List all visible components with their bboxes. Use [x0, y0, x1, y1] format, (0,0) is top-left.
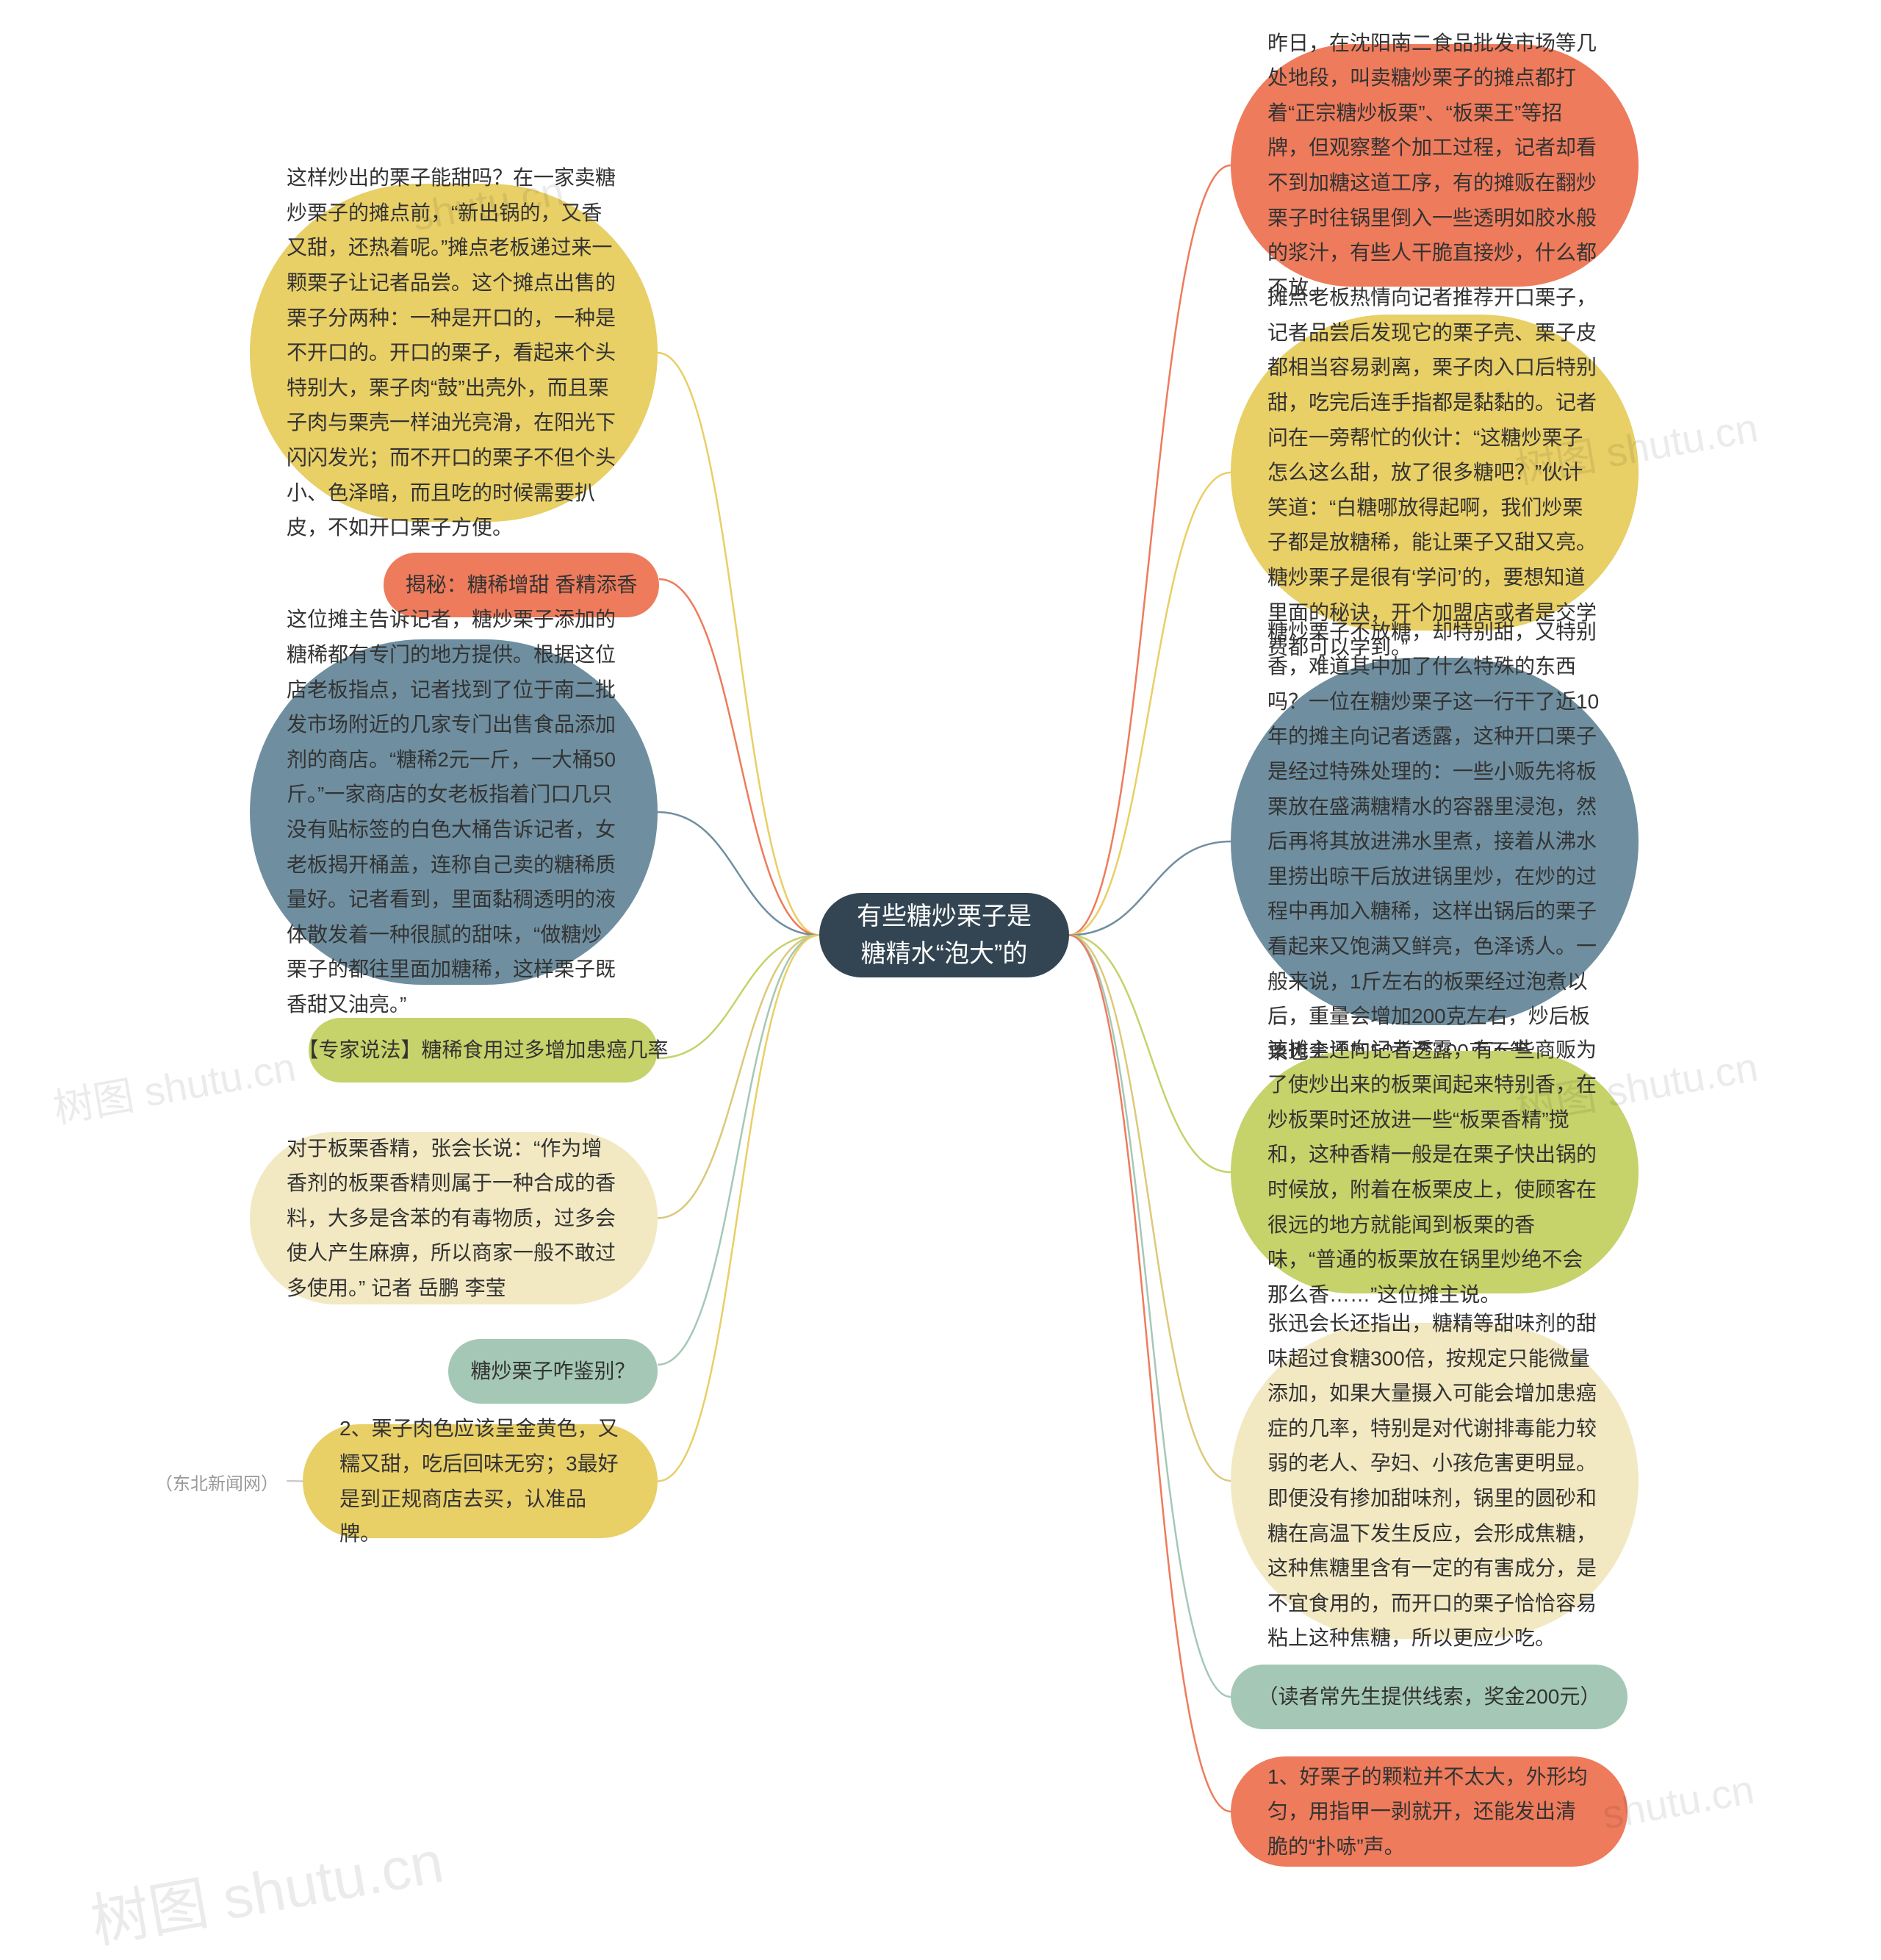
watermark: 树图 shutu.cn [48, 1034, 300, 1135]
mindmap-node-l4: 【专家说法】糖稀食用过多增加患癌几率 [309, 1018, 658, 1083]
mindmap-node-r6: （读者常先生提供线索，奖金200元） [1231, 1665, 1628, 1729]
mindmap-node-r3: 糖炒栗子不放糖，却特别甜，又特别香，难道其中加了什么特殊的东西吗？一位在糖炒栗子… [1231, 658, 1639, 1025]
mindmap-node-label: 2、栗子肉色应该呈金黄色，又糯又甜，吃后回味无穷；3最好是到正规商店去买，认准品… [339, 1411, 621, 1551]
watermark: 树图 shutu.cn [84, 1814, 449, 1960]
mindmap-node-l3: 这位摊主告诉记者，糖炒栗子添加的糖稀都有专门的地方提供。根据这位店老板指点，记者… [250, 639, 658, 985]
mindmap-node-label: 1、好栗子的颗粒并不太大，外形均匀，用指甲一剥就开，还能发出清脆的“扑哧”声。 [1267, 1759, 1591, 1864]
mindmap-node-l7: 2、栗子肉色应该呈金黄色，又糯又甜，吃后回味无穷；3最好是到正规商店去买，认准品… [303, 1424, 658, 1538]
mindmap-node-label: 这位摊主告诉记者，糖炒栗子添加的糖稀都有专门的地方提供。根据这位店老板指点，记者… [287, 602, 621, 1022]
mindmap-node-r5: 张迅会长还指出，糖精等甜味剂的甜味超过食糖300倍，按规定只能微量添加，如果大量… [1231, 1323, 1639, 1639]
center-node-label: 有些糖炒栗子是糖精水“泡大”的 [856, 898, 1032, 973]
mindmap-node-label: 糖炒栗子咋鉴别？ [471, 1354, 636, 1389]
mindmap-node-r4: 该摊主还向记者透露，有一些商贩为了使炒出来的板栗闻起来特别香，在炒板栗时还放进一… [1231, 1051, 1639, 1293]
mindmap-node-label: 对于板栗香精，张会长说：“作为增香剂的板栗香精则属于一种合成的香料，大多是含苯的… [287, 1131, 621, 1306]
mindmap-node-l8: （东北新闻网） [147, 1466, 287, 1504]
mindmap-node-label: 这样炒出的栗子能甜吗？在一家卖糖炒栗子的摊点前，“新出锅的，又香又甜，还热着呢。… [287, 160, 621, 545]
mindmap-node-label: 张迅会长还指出，糖精等甜味剂的甜味超过食糖300倍，按规定只能微量添加，如果大量… [1267, 1306, 1602, 1656]
mindmap-node-l1: 这样炒出的栗子能甜吗？在一家卖糖炒栗子的摊点前，“新出锅的，又香又甜，还热着呢。… [250, 184, 658, 522]
mindmap-node-label: 【专家说法】糖稀食用过多增加患癌几率 [298, 1033, 669, 1068]
mindmap-node-l6: 糖炒栗子咋鉴别？ [448, 1339, 658, 1404]
mindmap-node-r7: 1、好栗子的颗粒并不太大，外形均匀，用指甲一剥就开，还能发出清脆的“扑哧”声。 [1231, 1756, 1628, 1867]
mindmap-node-label: 昨日，在沈阳南二食品批发市场等几处地段，叫卖糖炒栗子的摊点都打着“正宗糖炒板栗”… [1267, 26, 1602, 306]
mindmap-node-label: 揭秘：糖稀增甜 香精添香 [406, 567, 638, 603]
mindmap-canvas: 有些糖炒栗子是糖精水“泡大”的 昨日，在沈阳南二食品批发市场等几处地段，叫卖糖炒栗… [0, 0, 1881, 1942]
mindmap-node-label: （东北新闻网） [155, 1470, 278, 1500]
mindmap-node-r1: 昨日，在沈阳南二食品批发市场等几处地段，叫卖糖炒栗子的摊点都打着“正宗糖炒板栗”… [1231, 44, 1639, 287]
mindmap-node-label: （读者常先生提供线索，奖金200元） [1258, 1679, 1601, 1715]
center-node: 有些糖炒栗子是糖精水“泡大”的 [819, 893, 1069, 977]
mindmap-node-r2: 摊点老板热情向记者推荐开口栗子，记者品尝后发现它的栗子壳、栗子皮都相当容易剥离，… [1231, 315, 1639, 631]
mindmap-node-l5: 对于板栗香精，张会长说：“作为增香剂的板栗香精则属于一种合成的香料，大多是含苯的… [250, 1132, 658, 1304]
mindmap-node-label: 糖炒栗子不放糖，却特别甜，又特别香，难道其中加了什么特殊的东西吗？一位在糖炒栗子… [1267, 614, 1602, 1069]
mindmap-node-label: 摊点老板热情向记者推荐开口栗子，记者品尝后发现它的栗子壳、栗子皮都相当容易剥离，… [1267, 280, 1602, 665]
mindmap-node-label: 该摊主还向记者透露，有一些商贩为了使炒出来的板栗闻起来特别香，在炒板栗时还放进一… [1267, 1033, 1602, 1313]
